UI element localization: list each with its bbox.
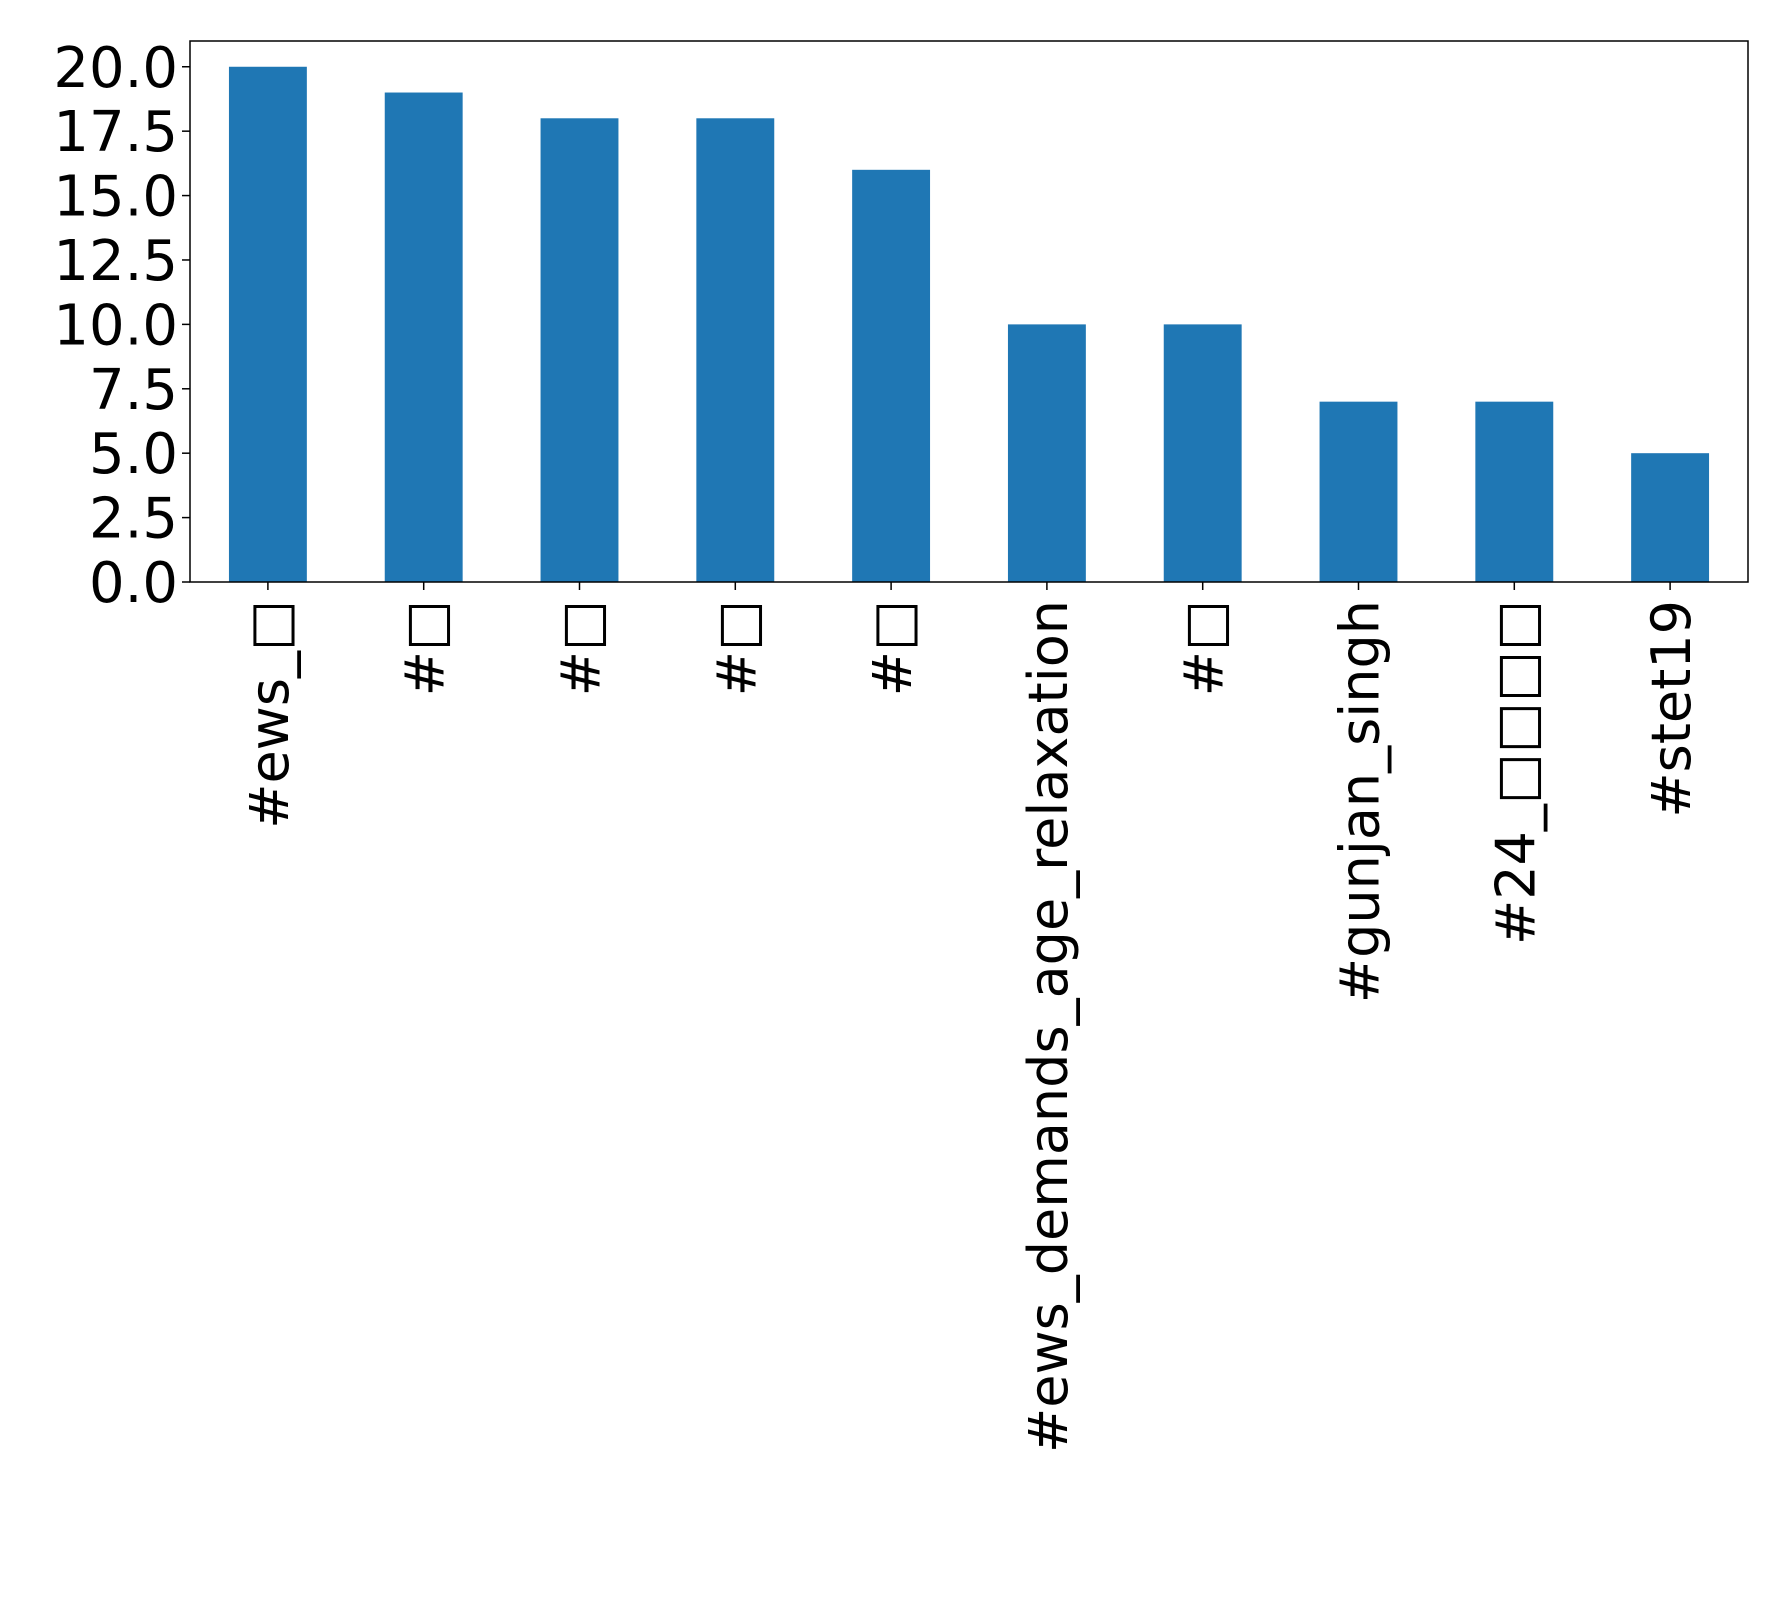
x-tick-label: #□	[861, 600, 924, 696]
x-tick-label: #□	[1173, 600, 1236, 696]
x-tick-label: #□	[550, 600, 613, 696]
x-axis: #ews_□ #□ #□ #□ #□ #ews_demands_age_relaxatio…	[238, 582, 1703, 1453]
plot-frame	[189, 40, 1749, 583]
y-tick-label: 5.0	[89, 422, 178, 487]
bar	[1163, 324, 1242, 582]
bar	[384, 92, 463, 583]
bar	[852, 169, 931, 583]
y-tick-label: 17.5	[53, 100, 178, 165]
x-tick-label: #ews_□	[238, 600, 301, 829]
bar	[228, 66, 307, 582]
bar	[696, 118, 775, 583]
x-tick-label: #stet19	[1640, 600, 1703, 818]
x-tick-label: #□	[705, 600, 768, 696]
bar	[1007, 324, 1086, 582]
x-tick-label: #ews_demands_age_relaxation	[1017, 600, 1080, 1453]
bar	[1475, 401, 1554, 582]
y-tick-label: 15.0	[53, 165, 178, 230]
bar	[540, 118, 619, 583]
x-tick-label: #□	[394, 600, 457, 696]
y-tick-label: 10.0	[53, 293, 178, 358]
y-tick-label: 12.5	[53, 229, 178, 294]
y-axis: 0.02.55.07.510.012.515.017.520.0	[53, 36, 190, 616]
bars-layer	[228, 66, 1710, 583]
y-tick-label: 2.5	[89, 487, 178, 552]
bar	[1631, 453, 1710, 582]
x-tick-label: #24_□□□□	[1484, 600, 1547, 945]
y-tick-label: 0.0	[89, 551, 178, 616]
x-tick-label: #gunjan_singh	[1329, 600, 1392, 1003]
y-tick-label: 20.0	[53, 36, 178, 101]
bar	[1319, 401, 1398, 582]
y-tick-label: 7.5	[89, 358, 178, 423]
